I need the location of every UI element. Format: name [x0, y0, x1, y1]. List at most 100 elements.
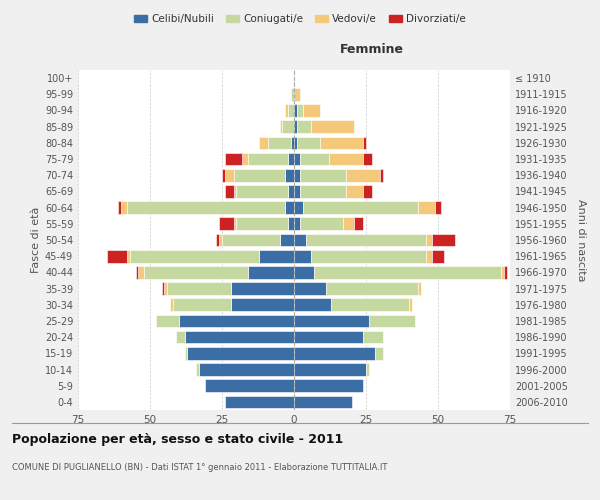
- Bar: [144, 266, 248, 278]
- Bar: [297, 104, 302, 117]
- Bar: [294, 169, 300, 181]
- Bar: [288, 218, 294, 230]
- Bar: [294, 396, 352, 408]
- Bar: [305, 234, 427, 246]
- Bar: [167, 282, 230, 295]
- Bar: [136, 266, 139, 278]
- Bar: [294, 298, 331, 311]
- Bar: [164, 282, 167, 295]
- Bar: [268, 136, 291, 149]
- Bar: [233, 218, 236, 230]
- Bar: [219, 218, 233, 230]
- Bar: [343, 218, 355, 230]
- Bar: [294, 250, 311, 262]
- Bar: [432, 250, 444, 262]
- Bar: [176, 331, 185, 344]
- Bar: [242, 152, 248, 166]
- Bar: [427, 234, 432, 246]
- Bar: [300, 218, 343, 230]
- Bar: [248, 266, 294, 278]
- Bar: [366, 363, 369, 376]
- Bar: [288, 152, 294, 166]
- Bar: [185, 347, 187, 360]
- Text: Popolazione per età, sesso e stato civile - 2011: Popolazione per età, sesso e stato civil…: [12, 432, 343, 446]
- Bar: [294, 282, 326, 295]
- Bar: [432, 234, 455, 246]
- Bar: [118, 202, 121, 214]
- Bar: [346, 185, 363, 198]
- Bar: [320, 136, 363, 149]
- Bar: [259, 136, 268, 149]
- Bar: [409, 298, 412, 311]
- Bar: [302, 202, 418, 214]
- Bar: [311, 250, 427, 262]
- Bar: [230, 298, 294, 311]
- Bar: [225, 169, 233, 181]
- Bar: [294, 380, 363, 392]
- Bar: [363, 152, 372, 166]
- Bar: [300, 152, 329, 166]
- Bar: [363, 331, 383, 344]
- Bar: [233, 169, 286, 181]
- Bar: [418, 202, 435, 214]
- Bar: [294, 104, 297, 117]
- Bar: [294, 120, 297, 133]
- Bar: [294, 314, 369, 328]
- Bar: [225, 152, 242, 166]
- Bar: [294, 136, 297, 149]
- Bar: [294, 88, 300, 101]
- Bar: [418, 282, 421, 295]
- Y-axis label: Fasce di età: Fasce di età: [31, 207, 41, 273]
- Bar: [248, 152, 288, 166]
- Text: COMUNE DI PUGLIANELLO (BN) - Dati ISTAT 1° gennaio 2011 - Elaborazione TUTTITALI: COMUNE DI PUGLIANELLO (BN) - Dati ISTAT …: [12, 462, 388, 471]
- Bar: [346, 169, 380, 181]
- Bar: [374, 347, 383, 360]
- Bar: [380, 169, 383, 181]
- Bar: [297, 120, 311, 133]
- Bar: [302, 104, 320, 117]
- Bar: [233, 185, 236, 198]
- Bar: [130, 250, 259, 262]
- Bar: [219, 234, 222, 246]
- Bar: [196, 363, 199, 376]
- Bar: [294, 202, 302, 214]
- Bar: [314, 266, 502, 278]
- Bar: [294, 363, 366, 376]
- Bar: [121, 202, 127, 214]
- Bar: [326, 282, 418, 295]
- Bar: [435, 202, 441, 214]
- Bar: [283, 120, 294, 133]
- Bar: [222, 234, 280, 246]
- Bar: [427, 250, 432, 262]
- Bar: [185, 331, 294, 344]
- Bar: [222, 169, 225, 181]
- Bar: [297, 136, 320, 149]
- Bar: [300, 185, 346, 198]
- Bar: [504, 266, 507, 278]
- Bar: [139, 266, 144, 278]
- Bar: [173, 298, 230, 311]
- Bar: [363, 185, 372, 198]
- Bar: [363, 136, 366, 149]
- Bar: [291, 136, 294, 149]
- Bar: [294, 152, 300, 166]
- Bar: [107, 250, 127, 262]
- Bar: [280, 120, 283, 133]
- Bar: [225, 185, 233, 198]
- Y-axis label: Anni di nascita: Anni di nascita: [576, 198, 586, 281]
- Bar: [170, 298, 173, 311]
- Bar: [286, 169, 294, 181]
- Bar: [294, 347, 374, 360]
- Bar: [288, 104, 294, 117]
- Bar: [205, 380, 294, 392]
- Bar: [236, 185, 288, 198]
- Bar: [216, 234, 219, 246]
- Bar: [294, 218, 300, 230]
- Bar: [225, 396, 294, 408]
- Bar: [199, 363, 294, 376]
- Bar: [311, 120, 355, 133]
- Bar: [236, 218, 288, 230]
- Bar: [291, 88, 294, 101]
- Bar: [161, 282, 164, 295]
- Bar: [369, 314, 415, 328]
